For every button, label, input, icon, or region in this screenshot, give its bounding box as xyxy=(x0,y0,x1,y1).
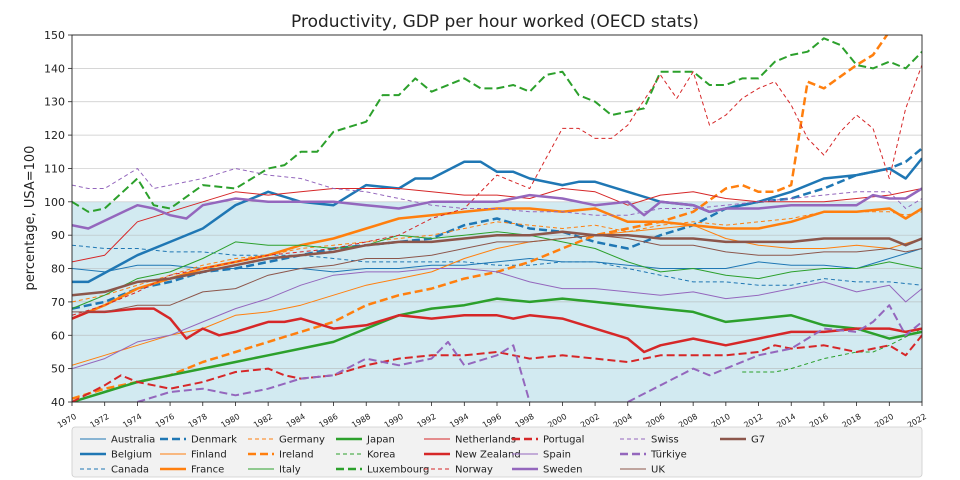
y-tick-label: 90 xyxy=(51,229,65,242)
series-line-swiss xyxy=(72,168,922,216)
y-tick-label: 40 xyxy=(51,396,65,409)
legend-label: Denmark xyxy=(191,435,237,446)
legend: Australia Belgium Canada Denmark Finland Fran… xyxy=(71,426,923,478)
series-line-germany xyxy=(72,211,922,303)
legend-label: Belgium xyxy=(111,450,152,461)
legend-box xyxy=(71,426,923,478)
y-tick-label: 70 xyxy=(51,296,65,309)
legend-label: Finland xyxy=(191,450,227,461)
series-line-netherlands xyxy=(72,188,922,263)
series-line-t-rkiye xyxy=(627,304,922,402)
y-tick-label: 140 xyxy=(44,62,65,75)
series-line-sweden xyxy=(72,187,922,230)
legend-label: Norway xyxy=(455,465,493,476)
legend-label: Türkiye xyxy=(650,450,687,461)
legend-label: Netherlands xyxy=(455,435,516,446)
y-tick-label: 80 xyxy=(51,263,65,276)
y-tick-label: 100 xyxy=(44,196,65,209)
series-line-japan xyxy=(72,297,922,402)
legend-label: UK xyxy=(651,465,665,476)
y-tick-label: 150 xyxy=(44,29,65,42)
legend-label: Australia xyxy=(111,435,155,446)
series-line-italy xyxy=(72,231,922,310)
y-tick-label: 120 xyxy=(44,129,65,142)
legend-label: Germany xyxy=(279,435,325,446)
legend-label: G7 xyxy=(751,435,765,446)
y-axis-label: percentage, USA=100 xyxy=(23,146,38,291)
legend-label: Korea xyxy=(367,450,395,461)
series-line-portugal xyxy=(72,334,922,402)
legend-label: Canada xyxy=(111,465,149,476)
series-line-denmark xyxy=(72,147,922,310)
y-tick-label: 60 xyxy=(51,329,65,342)
grid-lines xyxy=(72,34,922,403)
legend-label: Portugal xyxy=(543,435,584,446)
series-line-luxembourg xyxy=(72,37,922,213)
legend-label: Spain xyxy=(543,450,571,461)
legend-label: New Zealand xyxy=(455,450,521,461)
chart-title: Productivity, GDP per hour worked (OECD … xyxy=(291,12,699,32)
series-line-ireland xyxy=(72,35,889,400)
series-line-spain xyxy=(72,268,922,370)
legend-label: France xyxy=(191,465,224,476)
series-line-finland xyxy=(72,224,922,366)
series-line-t-rkiye xyxy=(137,340,531,402)
legend-label: Swiss xyxy=(651,435,679,446)
x-axis-ticks: 1970 1972 1974 1976 1978 1980 1982 1984 1986 1988… xyxy=(56,402,928,430)
legend-label: Luxembourg xyxy=(367,465,429,476)
series-line-norway xyxy=(72,64,922,316)
legend-label: Japan xyxy=(366,435,395,446)
series-lines xyxy=(72,35,922,402)
series-line-new-zealand xyxy=(72,307,922,354)
legend-label: Ireland xyxy=(279,450,314,461)
y-tick-label: 50 xyxy=(51,363,65,376)
y-tick-label: 110 xyxy=(44,162,65,175)
series-line-uk xyxy=(72,234,922,313)
legend-label: Italy xyxy=(279,465,301,476)
legend-label: Sweden xyxy=(543,465,583,476)
y-axis-ticks: 40 50 60 70 80 90 100 110 120 130 140 150 xyxy=(44,29,72,409)
series-line-g7 xyxy=(72,230,922,297)
y-tick-label: 130 xyxy=(44,96,65,109)
